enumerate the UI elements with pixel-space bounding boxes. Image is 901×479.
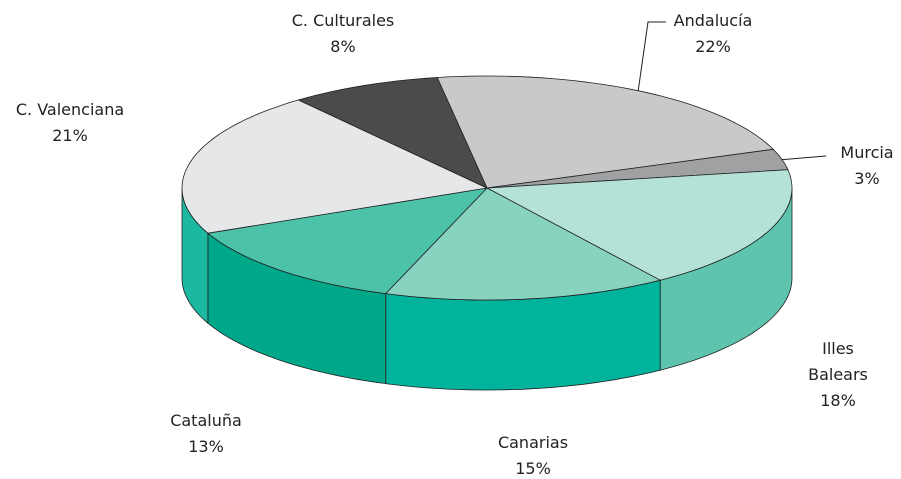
pie-slice [485,169,793,281]
value-label: 3% [854,169,880,188]
category-name: Murcia [840,143,894,162]
slice-label: Canarias 15% [473,430,593,479]
pie-slice [384,187,662,301]
value-label: 13% [188,437,224,456]
slice-label: Andalucía 22% [653,8,773,60]
category-name: Cataluña [170,411,242,430]
category-name: Andalucía [673,11,753,30]
pie-slice [297,77,488,189]
category-name: C. Valenciana [15,100,125,119]
pie-slice [436,75,775,189]
pie-slice [181,99,489,234]
slice-label: Murcia 3% [822,140,901,192]
category-name: Canarias [497,433,569,452]
pie-slice [486,148,789,189]
slice-label: C. Culturales 8% [273,8,413,60]
slice-label: Illes Balears 18% [803,336,873,414]
slice-label: Cataluña 13% [146,408,266,460]
value-label: 22% [695,37,731,56]
pie-slice [206,187,489,295]
category-name: Illes Balears [808,339,868,384]
value-label: 8% [330,37,356,56]
value-label: 21% [52,126,88,145]
value-label: 15% [515,459,551,478]
leader-line [637,21,666,93]
leader-line [777,155,827,161]
slice-label: C. Valenciana 21% [0,97,140,149]
value-label: 18% [820,391,856,410]
category-name: C. Culturales [291,11,395,30]
